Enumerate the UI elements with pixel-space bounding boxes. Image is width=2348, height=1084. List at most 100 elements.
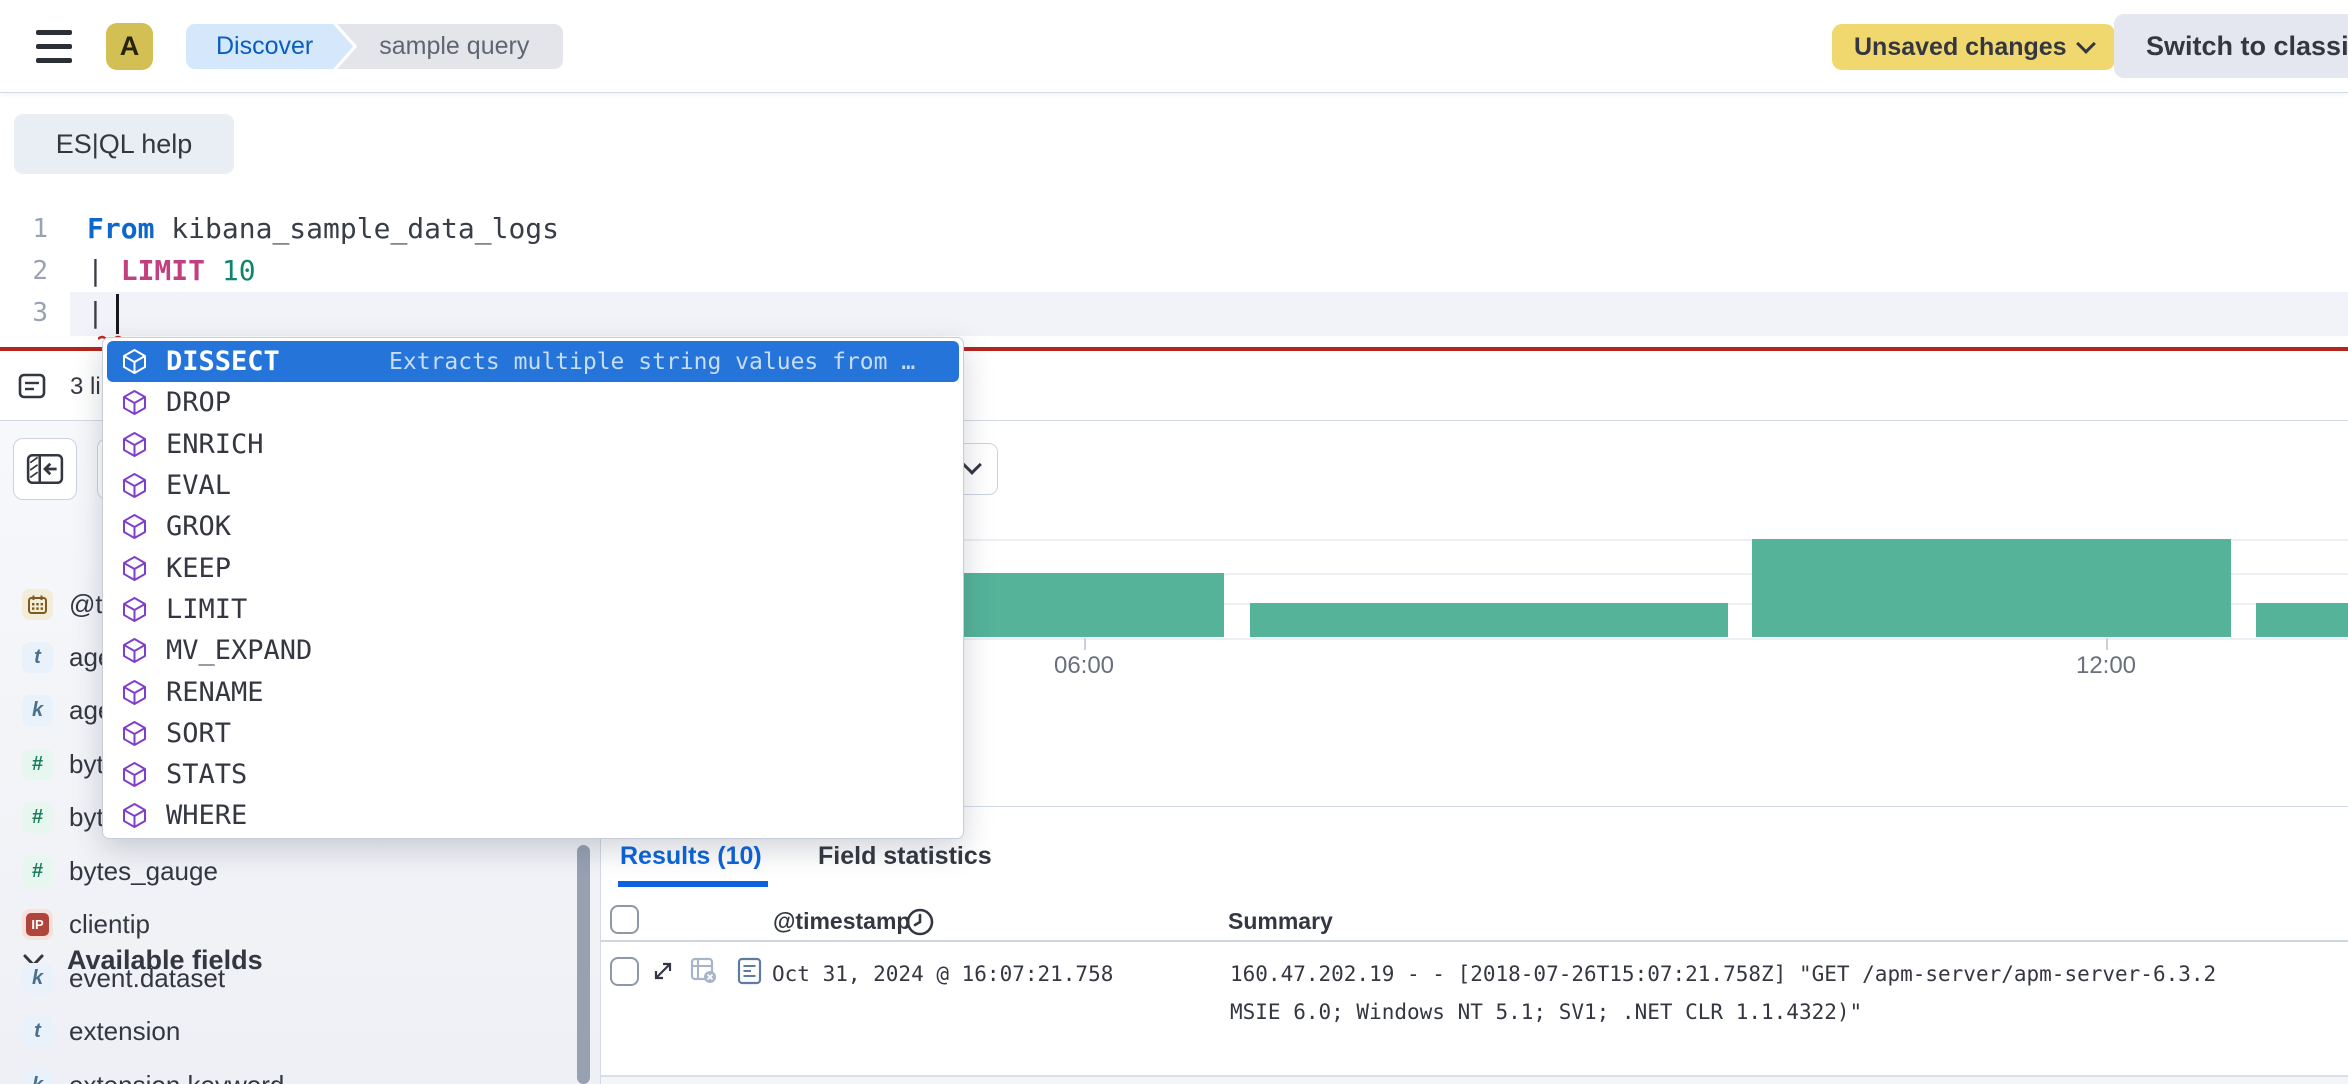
chart-gridline xyxy=(601,539,2348,541)
field-name-label: clientip xyxy=(69,909,150,940)
autocomplete-item-label: DROP xyxy=(166,387,232,419)
field-item-extension[interactable]: t extension xyxy=(0,1006,590,1058)
expand-row-icon[interactable] xyxy=(650,958,676,984)
x-axis-tick-label: 12:00 xyxy=(2075,652,2137,679)
command-cube-icon xyxy=(123,762,146,788)
autocomplete-item-label: LIMIT xyxy=(166,593,248,625)
autocomplete-item-sort[interactable]: SORT xyxy=(107,713,959,754)
autocomplete-item-label: MV_EXPAND xyxy=(166,635,313,667)
tab-results[interactable]: Results (10) xyxy=(620,842,762,870)
field-name-label: bytes_gauge xyxy=(69,855,218,886)
autocomplete-item-enrich[interactable]: ENRICH xyxy=(107,424,959,465)
autocomplete-item-mv_expand[interactable]: MV_EXPAND xyxy=(107,630,959,671)
chevron-down-icon xyxy=(962,455,982,475)
autocomplete-item-grok[interactable]: GROK xyxy=(107,506,959,547)
column-header-timestamp[interactable]: @timestamp xyxy=(773,908,911,934)
section-divider xyxy=(0,420,2348,421)
field-type-text-icon: t xyxy=(22,1016,53,1048)
autocomplete-item-label: GROK xyxy=(166,511,232,543)
cell-timestamp: Oct 31, 2024 @ 16:07:21.758 xyxy=(772,962,1114,986)
command-cube-icon xyxy=(123,596,146,622)
esql-help-button[interactable]: ES|QL help xyxy=(14,114,234,174)
autocomplete-item-label: DISSECT xyxy=(166,346,280,378)
clock-icon xyxy=(906,908,934,936)
command-cube-icon xyxy=(123,514,146,540)
degraded-doc-icon xyxy=(690,957,716,983)
collapse-sidebar-button[interactable] xyxy=(13,438,77,500)
space-avatar[interactable]: A xyxy=(106,23,153,70)
autocomplete-item-label: WHERE xyxy=(166,800,248,832)
autocomplete-item-dissect[interactable]: DISSECT Extracts multiple string values f… xyxy=(107,341,959,383)
field-type-date-icon xyxy=(22,588,53,620)
autocomplete-item-label: EVAL xyxy=(166,470,232,502)
autocomplete-item-label: ENRICH xyxy=(166,428,264,460)
calendar-icon xyxy=(28,595,47,614)
command-cube-icon xyxy=(123,679,146,705)
autocomplete-item-stats[interactable]: STATS xyxy=(107,754,959,795)
code-line-3: 3 | xyxy=(0,292,2348,334)
sidebar-scrollbar[interactable] xyxy=(577,845,590,1084)
line-number: 1 xyxy=(32,214,48,244)
code-line-2: 2 | LIMIT 10 xyxy=(0,250,2348,292)
switch-to-classic-button[interactable]: Switch to classic xyxy=(2114,14,2348,78)
autocomplete-item-eval[interactable]: EVAL xyxy=(107,465,959,506)
editor-current-line-highlight xyxy=(70,292,2348,336)
cell-summary-line2: MSIE 6.0; Windows NT 5.1; SV1; .NET CLR … xyxy=(1230,1000,1863,1024)
field-type-keyword-icon: k xyxy=(22,695,53,727)
cell-summary-line1: 160.47.202.19 - - [2018-07-26T15:07:21.7… xyxy=(1230,962,2217,986)
field-name-label: extension.keyword xyxy=(69,1070,284,1084)
autocomplete-item-label: KEEP xyxy=(166,552,232,584)
column-header-summary[interactable]: Summary xyxy=(1228,908,1333,934)
chevron-down-icon xyxy=(2075,34,2096,54)
section-divider xyxy=(601,806,2348,807)
line-number: 2 xyxy=(32,256,48,286)
command-cube-icon xyxy=(123,390,146,416)
autocomplete-item-keep[interactable]: KEEP xyxy=(107,547,959,588)
field-type-number-icon: # xyxy=(22,802,53,834)
breadcrumb-sample-query[interactable]: sample query xyxy=(337,24,564,69)
menu-hamburger-icon[interactable] xyxy=(36,30,72,63)
row-divider xyxy=(601,1075,2348,1077)
autocomplete-item-where[interactable]: WHERE xyxy=(107,795,959,836)
command-cube-icon xyxy=(123,638,146,664)
field-name-label: extension xyxy=(69,1016,181,1047)
line-number: 3 xyxy=(32,298,48,328)
autocomplete-item-limit[interactable]: LIMIT xyxy=(107,589,959,630)
command-cube-icon xyxy=(123,803,146,829)
autocomplete-item-description: Extracts multiple string values from … xyxy=(389,348,916,375)
autocomplete-item-rename[interactable]: RENAME xyxy=(107,671,959,712)
select-all-checkbox[interactable] xyxy=(610,905,639,934)
unsaved-changes-menu[interactable]: Unsaved changes xyxy=(1832,24,2115,70)
histogram-bar-2[interactable] xyxy=(1250,603,1728,637)
command-cube-icon xyxy=(123,473,146,499)
autocomplete-item-drop[interactable]: DROP xyxy=(107,382,959,423)
chart-gridline xyxy=(601,638,2348,640)
esql-editor[interactable]: 1 From kibana_sample_data_logs 2 | LIMIT 10… xyxy=(0,188,2348,347)
breadcrumb: Discover sample query xyxy=(186,24,564,69)
command-cube-icon xyxy=(123,349,146,375)
editor-lines-icon[interactable] xyxy=(18,373,46,399)
field-item-extension.keyword[interactable]: k extension.keyword xyxy=(0,1059,590,1084)
histogram-bar-3[interactable] xyxy=(1752,539,2231,637)
field-type-keyword-icon: k xyxy=(22,962,53,994)
table-header-border xyxy=(601,940,2348,942)
field-name-label: event.dataset xyxy=(69,962,226,993)
autocomplete-item-label: RENAME xyxy=(166,676,264,708)
field-item-event.dataset[interactable]: k event.dataset xyxy=(0,952,590,1004)
field-item-clientip[interactable]: IP clientip xyxy=(0,899,590,951)
field-type-number-icon: # xyxy=(22,748,53,780)
next-row-edge xyxy=(601,1077,2348,1084)
autocomplete-item-label: SORT xyxy=(166,717,232,749)
cell-summary-line1-clip: 160.47.202.19 - - [2018-07-26T15:07:21.7… xyxy=(1230,962,2348,992)
field-item-bytes_gauge[interactable]: # bytes_gauge xyxy=(0,845,590,897)
field-type-ip-icon: IP xyxy=(22,909,53,941)
histogram-bar-4[interactable] xyxy=(2256,603,2348,637)
command-cube-icon xyxy=(123,555,146,581)
breadcrumb-discover[interactable]: Discover xyxy=(186,24,353,69)
field-type-number-icon: # xyxy=(22,855,53,887)
row-select-checkbox[interactable] xyxy=(610,957,639,986)
tab-field-statistics[interactable]: Field statistics xyxy=(818,842,992,870)
top-navigation-bar: A Discover sample query Unsaved changes … xyxy=(0,0,2348,93)
document-icon[interactable] xyxy=(737,957,762,985)
